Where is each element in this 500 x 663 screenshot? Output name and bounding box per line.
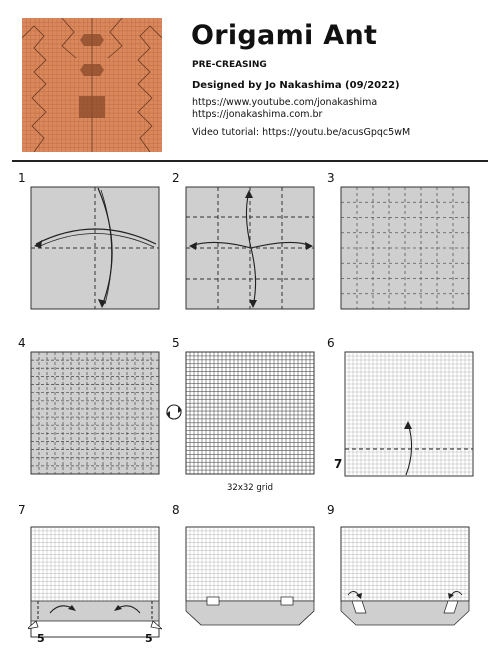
step-9-number: 9 bbox=[327, 503, 335, 517]
crease-pattern-image bbox=[22, 18, 162, 152]
step-5-number: 5 bbox=[172, 336, 180, 350]
step-6-number: 6 bbox=[327, 336, 335, 350]
step-4-number: 4 bbox=[18, 336, 26, 350]
page-title: Origami Ant bbox=[191, 20, 378, 51]
step-9-diagram bbox=[340, 526, 470, 626]
step-3-diagram bbox=[340, 186, 470, 310]
step-7-right-mark: 5 bbox=[145, 632, 153, 645]
step-5-caption: 32x32 grid bbox=[227, 483, 274, 493]
video-tutorial-link[interactable]: Video tutorial: https://youtu.be/acusGpq… bbox=[192, 127, 411, 138]
step-1-number: 1 bbox=[18, 171, 26, 185]
step-2-number: 2 bbox=[172, 171, 180, 185]
step-7-left-mark: 5 bbox=[37, 632, 45, 645]
step-8-number: 8 bbox=[172, 503, 180, 517]
website-link[interactable]: https://jonakashima.com.br bbox=[192, 109, 323, 120]
page-subtitle: PRE-CREASING bbox=[192, 60, 267, 70]
step-3-number: 3 bbox=[327, 171, 335, 185]
designer-credit: Designed by Jo Nakashima (09/2022) bbox=[192, 80, 400, 91]
step-6-count-mark: 7 bbox=[334, 457, 343, 471]
header-divider bbox=[12, 160, 488, 162]
step-1-diagram bbox=[30, 186, 160, 310]
step-7-diagram bbox=[28, 526, 162, 638]
turn-over-icon bbox=[166, 404, 182, 420]
youtube-link[interactable]: https://www.youtube.com/jonakashima bbox=[192, 97, 378, 108]
step-8-diagram bbox=[185, 526, 315, 626]
step-4-diagram bbox=[30, 351, 160, 475]
step-7-number: 7 bbox=[18, 503, 26, 517]
step-2-diagram bbox=[185, 186, 315, 310]
step-6-diagram bbox=[344, 351, 474, 477]
step-5-diagram bbox=[185, 351, 315, 475]
